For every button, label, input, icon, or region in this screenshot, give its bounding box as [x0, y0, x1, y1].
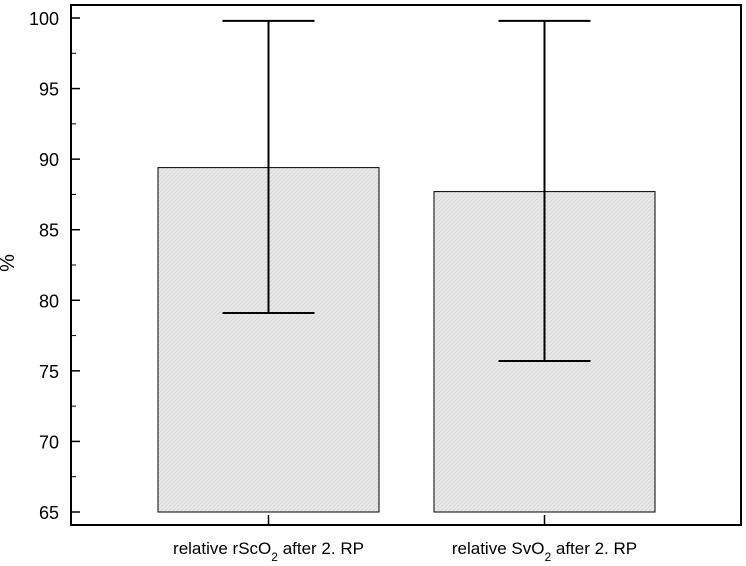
y-tick-label: 80	[39, 291, 59, 311]
y-tick-label: 75	[39, 362, 59, 382]
y-tick-label: 90	[39, 150, 59, 170]
y-tick-label: 95	[39, 80, 59, 100]
x-tick-label: relative rScO2 after 2. RP	[173, 539, 364, 561]
y-axis-label: %	[0, 254, 19, 272]
x-tick-label: relative SvO2 after 2. RP	[452, 539, 637, 561]
y-tick-label: 85	[39, 221, 59, 241]
axes-layer	[70, 4, 742, 526]
y-tick-label: 65	[39, 503, 59, 523]
y-tick-label: 100	[29, 9, 59, 29]
bars-layer	[157, 167, 656, 513]
y-tick-label: 70	[39, 432, 59, 452]
error-bars-layer	[222, 19, 591, 362]
labels-layer: 65 70 75 80 85 90 95 100 relative rScO2 after 2.…	[29, 9, 637, 564]
